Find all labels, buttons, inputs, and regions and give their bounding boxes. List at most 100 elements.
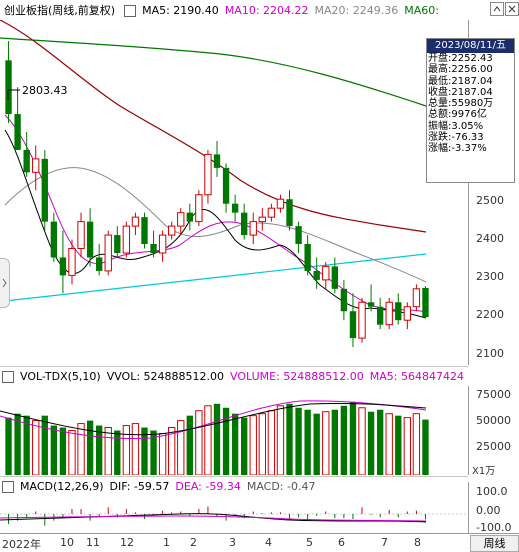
ma10-line [4, 114, 427, 313]
candle-body [349, 311, 357, 339]
price-tick: 2400 [476, 232, 504, 245]
volume-bar [177, 420, 185, 475]
volume-settings-toggle[interactable] [2, 371, 14, 383]
left-scroll-handle[interactable] [0, 258, 10, 308]
candle-body [231, 203, 239, 213]
volume-tick: 50000 [476, 414, 511, 427]
volume-bars [5, 401, 429, 475]
volume-bar [367, 411, 375, 475]
volume-bar [195, 410, 203, 475]
volume-bar [295, 407, 302, 475]
volume-bar [313, 413, 320, 475]
volume-bar [249, 415, 257, 475]
time-tick: 11 [86, 536, 100, 549]
info-pct: 涨幅:-3.37% [428, 143, 487, 155]
candle-body [313, 270, 320, 280]
candle-body [158, 234, 167, 254]
candle-body [304, 244, 311, 271]
ma20-label: MA20: 2249.36 [314, 4, 399, 17]
chevron-up-icon [493, 6, 501, 12]
macd-title: MACD(12,26,9) [20, 480, 104, 493]
candle-body [395, 302, 402, 321]
macd-tick: 0.00 [476, 504, 501, 517]
candle-body [213, 154, 221, 168]
volume-bar [14, 413, 21, 475]
period-button[interactable]: 周线 [470, 535, 519, 552]
candle-body [385, 301, 393, 326]
info-date: 2023/08/11/五 [427, 39, 514, 53]
macd-settings-toggle[interactable] [2, 481, 14, 493]
price-tick: 2300 [476, 270, 504, 283]
candle-body [286, 199, 293, 227]
volume-bar [395, 415, 402, 475]
candle-body [331, 266, 339, 289]
volume-bar [422, 419, 429, 475]
volume-bar [267, 410, 276, 475]
volume-bar [331, 409, 339, 475]
volume-bar [349, 401, 357, 475]
volume-bar [32, 420, 40, 475]
close-icon [508, 5, 516, 13]
time-tick: 12 [120, 536, 134, 549]
volume-bar [322, 411, 330, 475]
candle-body [422, 287, 429, 318]
candle-body [50, 221, 58, 258]
candle-body [68, 248, 76, 276]
volume-bar [286, 403, 293, 475]
volume-bar [5, 417, 12, 475]
candle-body [195, 194, 203, 223]
volume-bar [340, 405, 348, 475]
candle-body [376, 306, 384, 325]
macd-chart[interactable] [0, 496, 468, 533]
candle-body [322, 265, 330, 281]
volume-bar [141, 427, 148, 475]
time-tick: 2 [190, 536, 197, 549]
candle-body [367, 302, 375, 307]
volume-bar [403, 417, 412, 475]
ma-long-line [0, 20, 427, 233]
candle-body [168, 225, 176, 236]
panel-divider [0, 366, 468, 367]
ma60-label: MA60: [404, 4, 439, 17]
time-axis: 2022年 10 11 12 1 2 3 4 5 6 7 8 周线 [0, 533, 519, 552]
price-tick: 2200 [476, 308, 504, 321]
volume-bar [385, 413, 393, 475]
close-button[interactable] [505, 2, 519, 16]
candle-body [258, 216, 266, 223]
candle-body [114, 235, 121, 253]
price-chart[interactable] [0, 20, 468, 365]
time-tick: 10 [60, 536, 74, 549]
volume-bar [122, 425, 131, 475]
volume-title: VOL-TDX(5,10) [20, 370, 101, 383]
price-tick: 2100 [476, 347, 504, 360]
info-amplitude: 振幅:3.05% [428, 120, 484, 132]
candle-body [249, 221, 257, 236]
ma-settings-toggle[interactable] [124, 5, 137, 17]
candle-body [204, 153, 212, 196]
volume-bar [68, 430, 76, 475]
volume-bar [258, 413, 266, 475]
ma10-label: MA10: 2204.22 [224, 4, 309, 17]
volume-bar [213, 403, 221, 475]
collapse-button[interactable] [490, 2, 504, 16]
candle-body [59, 257, 67, 276]
macd-tick: -100.0 [476, 521, 512, 534]
time-tick: 8 [414, 536, 421, 549]
candle-body [276, 198, 285, 209]
macd-axis [468, 482, 519, 533]
time-tick: 5 [306, 536, 313, 549]
volume-chart[interactable] [0, 386, 468, 475]
volume-bar [304, 409, 311, 475]
info-panel: 2023/08/11/五 开盘:2252.43 最高:2256.00 最低:21… [426, 38, 515, 183]
candle-body [141, 217, 148, 245]
volume-bar [50, 425, 58, 475]
candle-body [86, 221, 94, 258]
volume-bar [241, 417, 248, 475]
volume-tick: 25000 [476, 440, 511, 453]
candle-body [41, 158, 48, 222]
candle-body [95, 257, 103, 271]
time-tick: 1 [163, 536, 170, 549]
candle-body [77, 221, 85, 250]
candle-body [122, 225, 131, 254]
volume-bar [86, 420, 94, 475]
